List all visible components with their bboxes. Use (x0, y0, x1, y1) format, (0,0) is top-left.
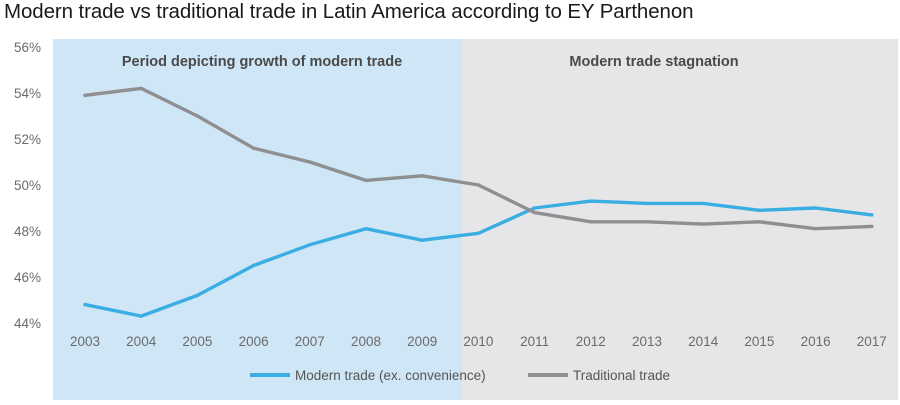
x-tick-label: 2004 (126, 334, 157, 349)
data-point-modern-trade (83, 302, 87, 307)
data-point-traditional-trade (251, 146, 256, 150)
x-tick-label: 2007 (295, 334, 325, 349)
x-tick-label: 2008 (351, 334, 381, 349)
data-point-modern-trade (757, 208, 762, 212)
data-point-traditional-trade (476, 183, 481, 187)
x-tick-label: 2009 (407, 334, 437, 349)
data-point-traditional-trade (420, 174, 424, 178)
x-tick-label: 2012 (576, 334, 606, 349)
y-tick-label: 48% (14, 224, 41, 239)
data-point-traditional-trade (139, 86, 143, 91)
x-tick-label: 2013 (632, 334, 662, 349)
data-point-modern-trade (476, 231, 481, 235)
data-point-modern-trade (813, 206, 818, 210)
region-growth-label: Period depicting growth of modern trade (122, 54, 402, 70)
x-axis: 2003 2004 2005 2006 2007 2008 2009 2010 2011 2012… (70, 334, 887, 349)
data-point-modern-trade (420, 238, 424, 242)
data-point-modern-trade (139, 314, 143, 318)
x-tick-label: 2003 (70, 334, 100, 349)
y-axis: 56% 54% 52% 50% 48% 46% 44% (14, 40, 41, 331)
legend-label-modern: Modern trade (ex. convenience) (295, 368, 486, 383)
data-point-modern-trade (532, 206, 537, 210)
data-point-traditional-trade (645, 220, 649, 224)
x-tick-label: 2010 (463, 334, 493, 349)
x-tick-label: 2011 (520, 334, 549, 349)
data-point-modern-trade (251, 263, 256, 268)
y-tick-label: 44% (14, 316, 41, 331)
x-tick-label: 2005 (182, 334, 212, 349)
x-tick-label: 2016 (801, 334, 831, 349)
data-point-traditional-trade (701, 222, 705, 226)
region-stagnation-background (462, 39, 898, 400)
data-point-traditional-trade (308, 160, 312, 164)
data-point-traditional-trade (870, 224, 874, 229)
data-point-traditional-trade (364, 178, 368, 183)
data-point-modern-trade (364, 227, 368, 231)
y-tick-label: 50% (14, 178, 41, 193)
data-point-traditional-trade (83, 93, 87, 98)
x-tick-label: 2014 (688, 334, 719, 349)
data-point-traditional-trade (589, 220, 593, 224)
y-tick-label: 54% (14, 86, 41, 101)
data-point-traditional-trade (813, 227, 818, 231)
y-tick-label: 46% (14, 270, 41, 285)
data-point-modern-trade (701, 201, 705, 206)
plot-area (83, 86, 874, 318)
legend-label-traditional: Traditional trade (573, 368, 670, 383)
data-point-traditional-trade (757, 220, 762, 224)
data-point-modern-trade (308, 243, 312, 247)
data-point-traditional-trade (532, 210, 537, 215)
data-point-traditional-trade (195, 114, 200, 118)
data-point-modern-trade (589, 199, 593, 203)
y-tick-label: 52% (14, 132, 41, 147)
x-tick-label: 2017 (857, 334, 887, 349)
x-tick-label: 2015 (744, 334, 774, 349)
x-tick-label: 2006 (239, 334, 269, 349)
region-stagnation-label: Modern trade stagnation (569, 54, 738, 70)
legend: Modern trade (ex. convenience) Tradition… (250, 368, 670, 383)
data-point-modern-trade (870, 213, 874, 217)
data-point-modern-trade (195, 293, 200, 298)
region-growth-background (53, 39, 462, 400)
y-tick-label: 56% (14, 40, 41, 55)
data-point-modern-trade (645, 201, 649, 206)
chart-title: Modern trade vs traditional trade in Lat… (4, 0, 694, 23)
